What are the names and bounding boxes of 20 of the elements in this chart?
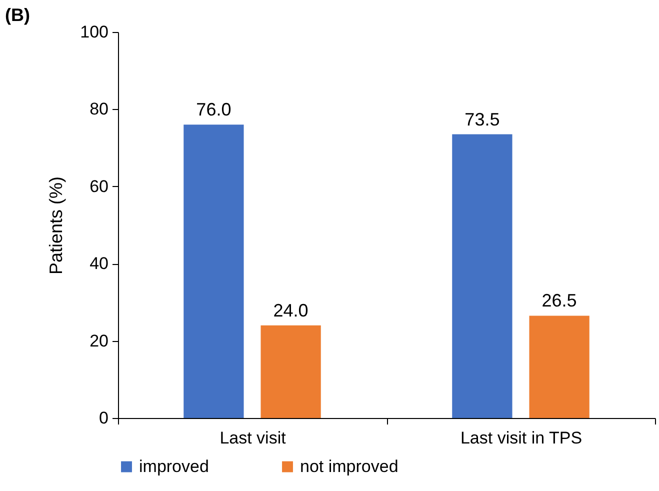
legend-label: not improved	[300, 456, 398, 476]
y-tick-label: 60	[90, 176, 108, 196]
data-label: 24.0	[273, 300, 308, 320]
chart-title: (B)	[5, 5, 30, 25]
bar	[184, 124, 244, 418]
data-label: 76.0	[196, 100, 232, 120]
x-tick-label: Last visit	[220, 428, 286, 448]
y-tick-label: 20	[90, 331, 108, 350]
data-label: 26.5	[542, 290, 577, 311]
y-axis-title: Patients (%)	[46, 176, 66, 275]
y-tick-label: 80	[90, 100, 108, 119]
legend-label: improved	[139, 456, 209, 476]
bar	[452, 134, 512, 418]
x-tick-label: Last visit in TPS	[460, 428, 582, 448]
bar	[260, 325, 321, 418]
y-tick-label: 0	[99, 408, 108, 428]
y-tick-label: 40	[90, 254, 108, 274]
y-tick-label: 100	[80, 22, 108, 42]
data-label: 73.5	[464, 109, 500, 130]
bar	[529, 316, 590, 418]
